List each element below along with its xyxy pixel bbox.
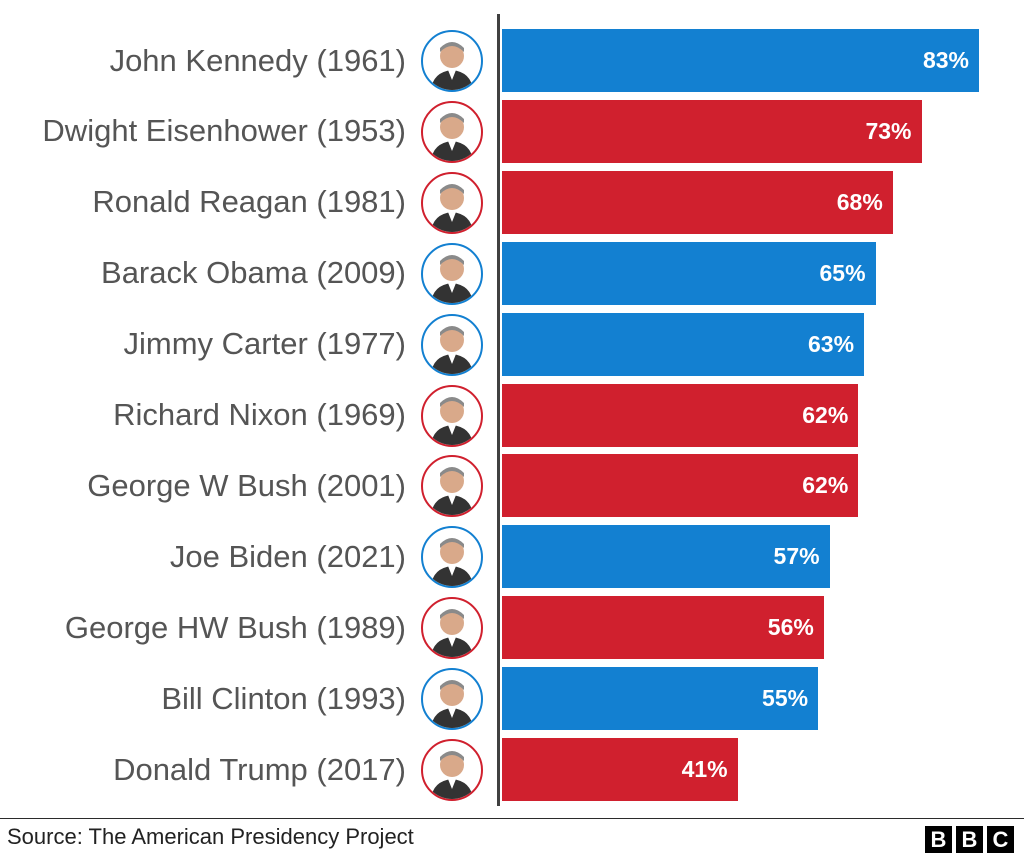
axis-line	[497, 14, 500, 806]
bar: 55%	[502, 667, 819, 731]
category-label: Richard Nixon (1969)	[113, 397, 406, 432]
category-label: Joe Biden (2021)	[169, 538, 406, 574]
logo-letter-b2: B	[956, 826, 983, 853]
source-note: Source: The American Presidency Project	[7, 824, 414, 849]
bar: 65%	[502, 241, 876, 305]
bar-value-label: 56%	[767, 614, 814, 641]
category-label: George W Bush (2001)	[87, 467, 406, 503]
portrait-icon	[421, 526, 483, 589]
category-label: Donald Trump (2017)	[113, 751, 406, 787]
bar-value-label: 73%	[865, 117, 912, 144]
category-label: Jimmy Carter (1977)	[123, 326, 407, 362]
portrait-icon	[421, 668, 483, 731]
category-label: George HW Bush (1989)	[64, 609, 406, 645]
bar-value-label: 62%	[802, 472, 849, 499]
category-label: Ronald Reagan (1981)	[92, 184, 406, 220]
bar: 62%	[502, 383, 859, 447]
bar-value-label: 41%	[681, 756, 728, 782]
footer-divider	[0, 818, 1024, 819]
portrait-icon	[421, 171, 483, 234]
category-label: Dwight Eisenhower (1953)	[42, 113, 406, 149]
bar: 63%	[502, 312, 865, 376]
category-label: John Kennedy (1961)	[109, 42, 406, 78]
portrait-icon	[421, 597, 483, 660]
portrait-icon	[421, 30, 483, 92]
bar-value-label: 57%	[773, 543, 820, 570]
approval-bar-chart: John Kennedy (1961) 83% Dwight Eisenhower …	[42, 14, 979, 806]
logo-letter-c: C	[987, 826, 1014, 853]
bar-value-label: 65%	[819, 259, 866, 286]
bbc-logo: B B C	[925, 826, 1014, 853]
bar-value-label: 62%	[802, 401, 849, 428]
portrait-icon	[421, 455, 483, 518]
bar: 57%	[502, 525, 830, 589]
bar: 73%	[502, 99, 922, 163]
bar: 68%	[502, 170, 893, 234]
bar-value-label: 63%	[808, 330, 855, 357]
portrait-icon	[421, 384, 483, 447]
portrait-icon	[421, 313, 483, 376]
bar: 62%	[502, 454, 859, 518]
bar: 56%	[502, 596, 824, 660]
bar: 83%	[502, 29, 979, 92]
category-label: Bill Clinton (1993)	[161, 680, 406, 716]
logo-letter-b1: B	[925, 826, 952, 853]
portrait-icon	[421, 242, 483, 305]
portrait-icon	[421, 100, 483, 163]
portrait-icon	[421, 739, 483, 801]
bar-value-label: 83%	[922, 47, 969, 73]
bar-value-label: 68%	[836, 188, 883, 215]
category-label: Barack Obama (2009)	[101, 255, 406, 291]
bar-value-label: 55%	[762, 685, 809, 712]
bar: 41%	[502, 738, 738, 801]
